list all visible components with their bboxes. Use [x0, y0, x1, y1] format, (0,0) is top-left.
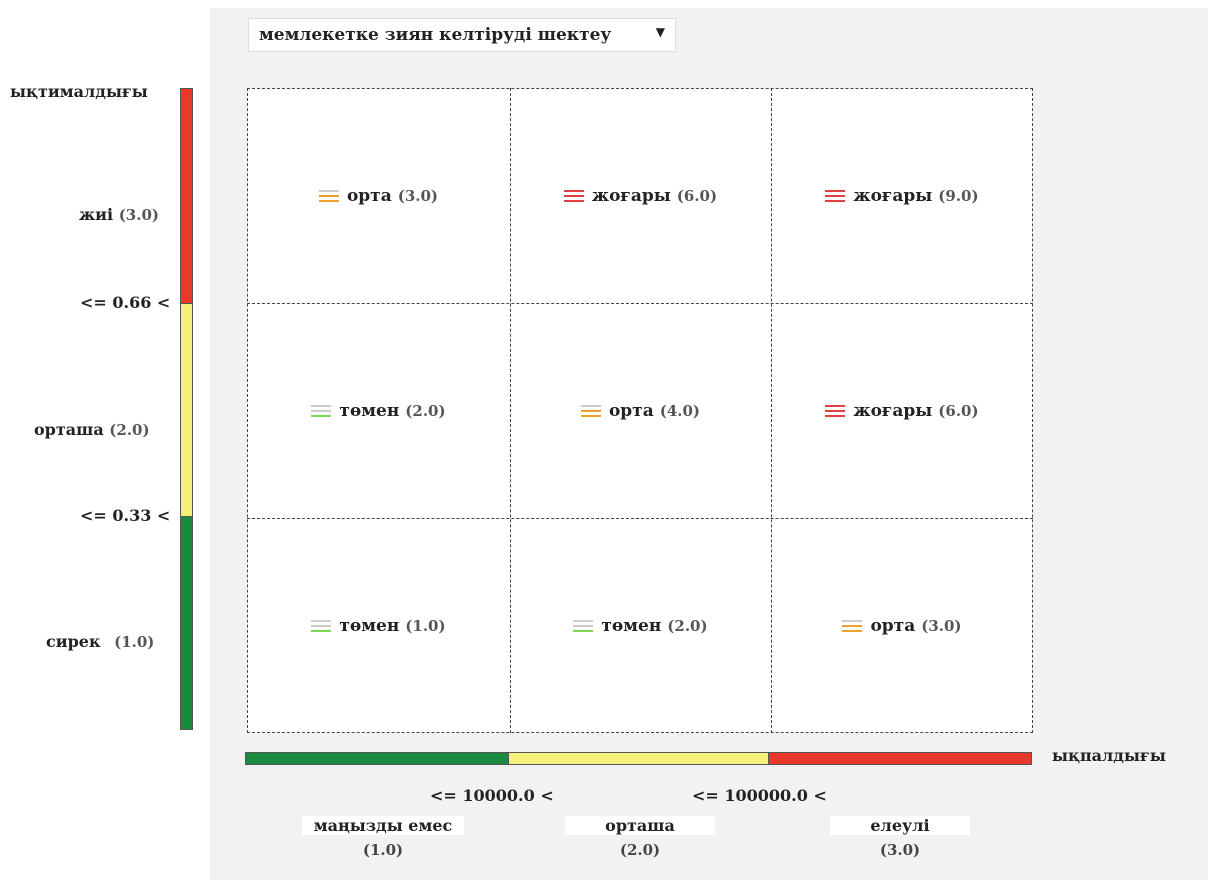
risk-type-dropdown[interactable]: мемлекетке зиян келтіруді шектеу ▼ [248, 18, 676, 52]
risk-level-icon [563, 187, 584, 205]
x-threshold-upper: <= 100000.0 < [692, 786, 827, 805]
x-axis-title: ықпалдығы [1052, 746, 1166, 765]
x-level-medium: орташа (2.0) [535, 816, 745, 859]
risk-score: (9.0) [938, 186, 979, 205]
grid-divider [247, 518, 1033, 519]
risk-level-icon [825, 187, 846, 205]
risk-level-label: орта [346, 185, 392, 206]
matrix-cell: төмен (2.0) [510, 518, 771, 733]
risk-level-icon [825, 402, 846, 420]
chevron-down-icon: ▼ [655, 25, 665, 39]
risk-score: (3.0) [921, 616, 962, 635]
risk-level-label: жоғары [591, 185, 671, 206]
grid-divider [771, 88, 772, 733]
x-level-low: маңызды емес (1.0) [278, 816, 488, 859]
risk-level-label: төмен [601, 615, 662, 636]
y-level-low: сирек (1.0) [46, 632, 155, 651]
matrix-cell: төмен (2.0) [247, 303, 510, 518]
risk-score: (2.0) [667, 616, 708, 635]
risk-level-icon [842, 617, 863, 635]
dropdown-value: мемлекетке зиян келтіруді шектеу [259, 25, 612, 45]
y-threshold-lower: <= 0.33 < [80, 506, 171, 525]
risk-level-label: төмен [339, 400, 400, 421]
risk-level-icon [311, 402, 332, 420]
matrix-cell: орта (4.0) [510, 303, 771, 518]
risk-level-icon [311, 617, 332, 635]
y-axis-title: ықтималдығы [10, 82, 148, 101]
risk-level-icon [573, 617, 594, 635]
grid-divider [247, 303, 1033, 304]
risk-score: (1.0) [405, 616, 446, 635]
risk-matrix [247, 88, 1033, 733]
y-threshold-upper: <= 0.66 < [80, 293, 171, 312]
risk-level-label: жоғары [853, 185, 933, 206]
risk-level-label: орта [608, 400, 654, 421]
y-level-medium: орташа (2.0) [34, 420, 150, 439]
matrix-cell: орта (3.0) [771, 518, 1033, 733]
risk-score: (6.0) [676, 186, 718, 205]
grid-divider [510, 88, 511, 733]
x-bar-low [245, 752, 509, 765]
risk-level-label: жоғары [853, 400, 933, 421]
matrix-cell: төмен (1.0) [247, 518, 510, 733]
risk-level-icon [318, 187, 339, 205]
y-bar-high [180, 88, 193, 304]
risk-score: (2.0) [405, 401, 446, 420]
x-bar-high [768, 752, 1032, 765]
y-bar-low [180, 516, 193, 730]
x-threshold-lower: <= 10000.0 < [430, 786, 554, 805]
y-level-high: жиі (3.0) [79, 205, 159, 224]
matrix-cell: орта (3.0) [247, 88, 510, 303]
risk-level-icon [580, 402, 601, 420]
risk-score: (4.0) [659, 401, 701, 420]
risk-score: (6.0) [938, 401, 979, 420]
risk-level-label: орта [870, 615, 916, 636]
x-level-high: елеулі (3.0) [795, 816, 1005, 859]
matrix-cell: жоғары (9.0) [771, 88, 1033, 303]
risk-level-label: төмен [339, 615, 400, 636]
risk-score: (3.0) [397, 186, 439, 205]
matrix-cell: жоғары (6.0) [510, 88, 771, 303]
x-bar-medium [508, 752, 769, 765]
matrix-cell: жоғары (6.0) [771, 303, 1033, 518]
y-bar-medium [180, 303, 193, 517]
